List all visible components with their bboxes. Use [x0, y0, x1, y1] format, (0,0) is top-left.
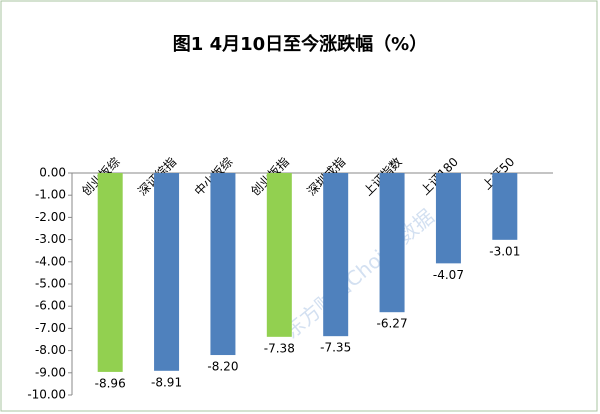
y-tick-label: -6.00 [35, 299, 66, 313]
y-tick-label: -10.00 [27, 388, 66, 402]
value-label: -7.38 [264, 341, 295, 355]
value-label: -4.07 [433, 268, 464, 282]
y-tick-label: -4.00 [35, 254, 66, 268]
value-label: -7.35 [320, 341, 351, 355]
value-label: -6.27 [377, 317, 408, 331]
bar [323, 173, 349, 337]
y-tick-label: -3.00 [35, 232, 66, 246]
y-tick-label: 0.00 [39, 166, 66, 180]
bar [379, 173, 405, 313]
y-tick-label: -2.00 [35, 210, 66, 224]
y-tick-label: -9.00 [35, 365, 66, 379]
bar [154, 173, 180, 371]
y-tick-label: -8.00 [35, 343, 66, 357]
y-tick-label: -1.00 [35, 188, 66, 202]
value-label: -8.91 [151, 375, 182, 389]
chart-title: 图1 4月10日至今涨跌幅（%） [173, 33, 427, 55]
y-tick-label: -5.00 [35, 277, 66, 291]
bar [435, 173, 461, 264]
bar [266, 173, 292, 337]
y-tick-label: -7.00 [35, 321, 66, 335]
bar [492, 173, 518, 240]
value-label: -8.20 [207, 360, 238, 374]
bar [97, 173, 123, 372]
bar [210, 173, 236, 356]
value-label: -3.01 [489, 244, 520, 258]
value-label: -8.96 [95, 376, 126, 390]
